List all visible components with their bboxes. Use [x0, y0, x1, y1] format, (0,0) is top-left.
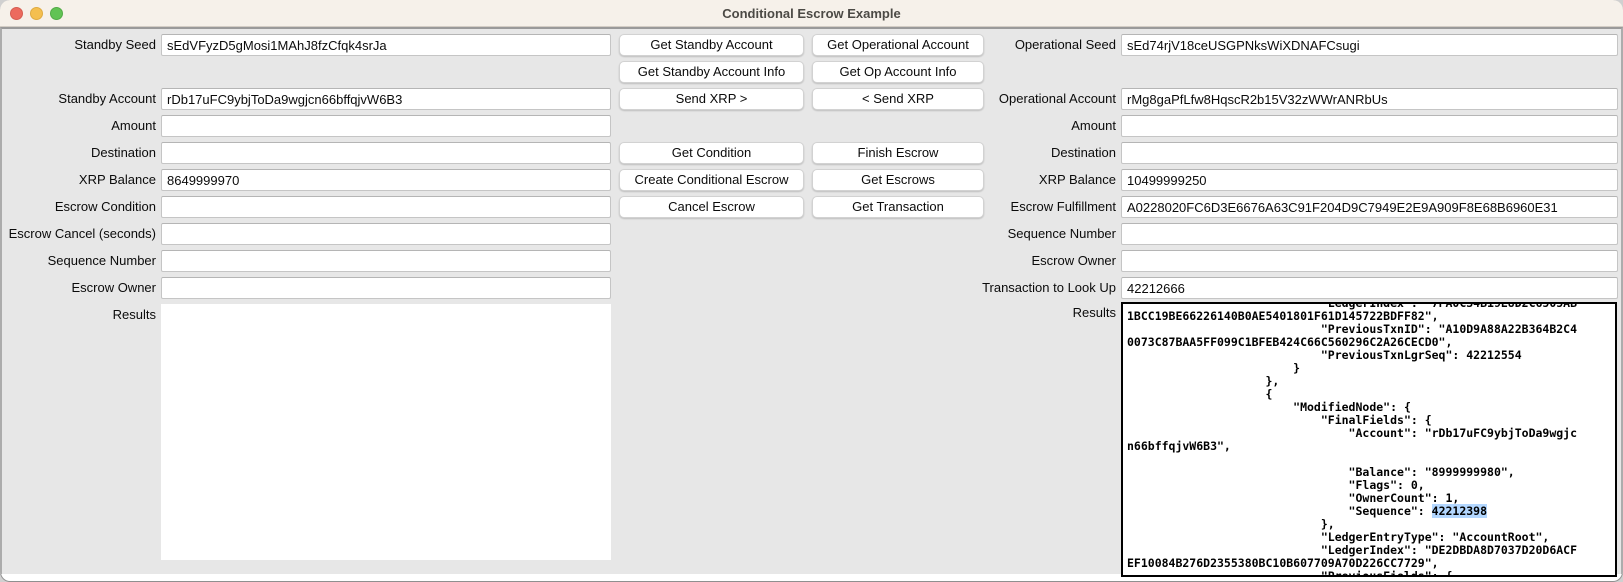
standby-results-area[interactable]	[161, 304, 611, 560]
operational-results-area[interactable]: "LedgerIndex": "7FA0C34B19E8D2C6505AB 1B…	[1121, 302, 1617, 577]
traffic-lights	[10, 7, 63, 20]
standby-amount-field[interactable]	[161, 115, 611, 137]
operational-xrp-balance-field[interactable]	[1121, 169, 1618, 191]
get-standby-account-info-button[interactable]: Get Standby Account Info	[619, 61, 804, 83]
results-selected-text: 42212398	[1431, 504, 1488, 518]
standby-results-label: Results	[112, 307, 156, 322]
standby-account-field[interactable]	[161, 88, 611, 110]
standby-escrow-owner-field[interactable]	[161, 277, 611, 299]
operational-destination-label: Destination	[1050, 145, 1116, 160]
operational-escrow-owner-field[interactable]	[1121, 250, 1618, 272]
transaction-to-look-up-label: Transaction to Look Up	[982, 280, 1116, 295]
standby-amount-label: Amount	[111, 118, 156, 133]
get-condition-button[interactable]: Get Condition	[619, 142, 804, 164]
get-standby-account-button[interactable]: Get Standby Account	[619, 34, 804, 56]
send-xrp-left-button[interactable]: < Send XRP	[812, 88, 984, 110]
standby-xrp-balance-field[interactable]	[161, 169, 611, 191]
escrow-cancel-seconds-label: Escrow Cancel (seconds)	[8, 226, 156, 241]
standby-sequence-number-label: Sequence Number	[47, 253, 156, 268]
operational-sequence-number-label: Sequence Number	[1007, 226, 1116, 241]
results-text-before: "LedgerIndex": "7FA0C34B19E8D2C6505AB 1B…	[1127, 302, 1578, 518]
finish-escrow-button[interactable]: Finish Escrow	[812, 142, 984, 164]
get-op-account-info-button[interactable]: Get Op Account Info	[812, 61, 984, 83]
operational-account-field[interactable]	[1121, 88, 1618, 110]
get-escrows-button[interactable]: Get Escrows	[812, 169, 984, 191]
escrow-condition-field[interactable]	[161, 196, 611, 218]
standby-escrow-owner-label: Escrow Owner	[71, 280, 156, 295]
results-text-after: }, "LedgerEntryType": "AccountRoot", "Le…	[1127, 517, 1578, 577]
create-conditional-escrow-button[interactable]: Create Conditional Escrow	[619, 169, 804, 191]
operational-seed-label: Operational Seed	[1014, 37, 1116, 52]
standby-sequence-number-field[interactable]	[161, 250, 611, 272]
fullscreen-icon[interactable]	[50, 7, 63, 20]
escrow-fulfillment-label: Escrow Fulfillment	[1010, 199, 1116, 214]
operational-escrow-owner-label: Escrow Owner	[1031, 253, 1116, 268]
standby-seed-field[interactable]	[161, 34, 611, 56]
operational-sequence-number-field[interactable]	[1121, 223, 1618, 245]
operational-xrp-balance-label: XRP Balance	[1038, 172, 1116, 187]
send-xrp-right-button[interactable]: Send XRP >	[619, 88, 804, 110]
standby-account-label: Standby Account	[58, 91, 156, 106]
window-title: Conditional Escrow Example	[722, 6, 901, 21]
standby-seed-label: Standby Seed	[74, 37, 156, 52]
minimize-icon[interactable]	[30, 7, 43, 20]
operational-destination-field[interactable]	[1121, 142, 1618, 164]
cancel-escrow-button[interactable]: Cancel Escrow	[619, 196, 804, 218]
get-transaction-button[interactable]: Get Transaction	[812, 196, 984, 218]
operational-account-label: Operational Account	[998, 91, 1116, 106]
close-icon[interactable]	[10, 7, 23, 20]
get-operational-account-button[interactable]: Get Operational Account	[812, 34, 984, 56]
operational-amount-field[interactable]	[1121, 115, 1618, 137]
escrow-condition-label: Escrow Condition	[54, 199, 156, 214]
title-bar: Conditional Escrow Example	[0, 0, 1623, 27]
standby-destination-field[interactable]	[161, 142, 611, 164]
escrow-fulfillment-field[interactable]	[1121, 196, 1618, 218]
operational-amount-label: Amount	[1071, 118, 1116, 133]
results-json-text: "LedgerIndex": "7FA0C34B19E8D2C6505AB 1B…	[1123, 302, 1615, 577]
standby-destination-label: Destination	[90, 145, 156, 160]
operational-results-label: Results	[1072, 305, 1116, 320]
standby-xrp-balance-label: XRP Balance	[78, 172, 156, 187]
escrow-cancel-seconds-field[interactable]	[161, 223, 611, 245]
transaction-to-look-up-field[interactable]	[1121, 277, 1618, 299]
operational-seed-field[interactable]	[1121, 34, 1618, 56]
